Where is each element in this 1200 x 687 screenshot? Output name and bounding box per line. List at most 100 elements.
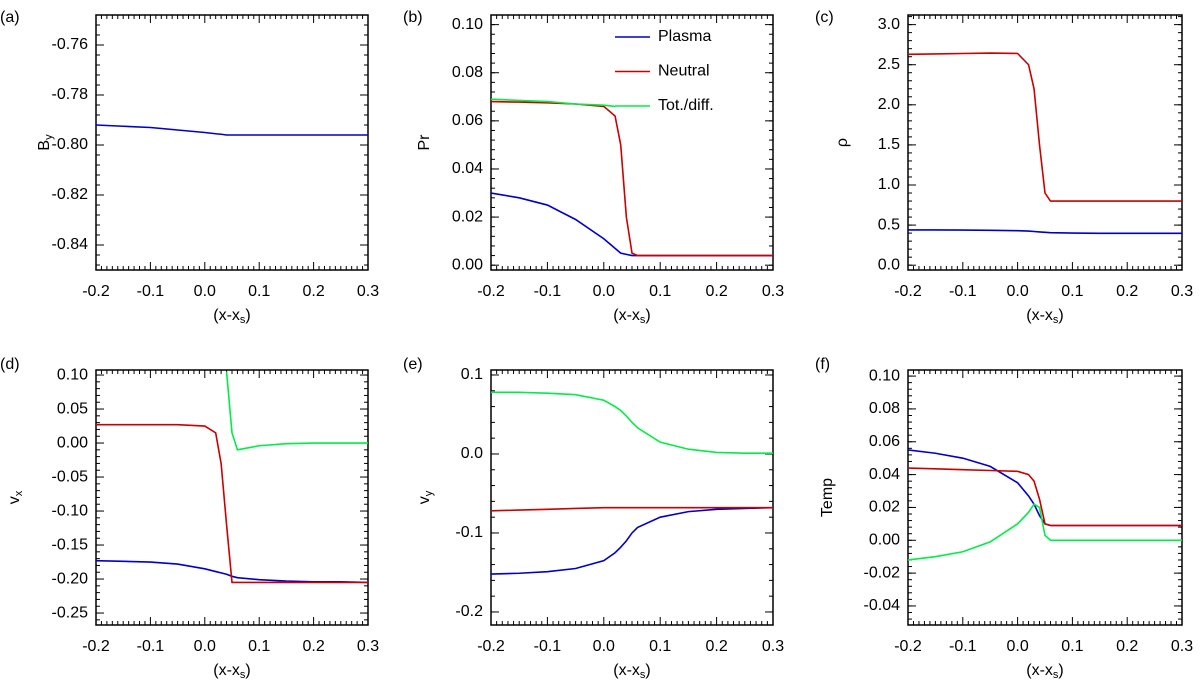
x-tick-label: 0.3 (1171, 283, 1193, 300)
x-tick-label: -0.1 (534, 283, 562, 300)
x-axis-label-main: (x-x (613, 662, 640, 679)
plot-frame (490, 369, 774, 626)
legend-label: Neutral (658, 63, 710, 80)
y-tick-label: -0.20 (52, 570, 89, 587)
x-axis-label-sub: s (640, 669, 646, 681)
x-axis-label: (x-xs) (613, 307, 650, 326)
x-tick-label: -0.1 (137, 638, 165, 655)
x-tick-label: 0.3 (1171, 638, 1193, 655)
series-line (491, 506, 773, 512)
y-tick-label: -0.15 (52, 536, 89, 553)
y-axis-label-sub: y (43, 134, 55, 140)
x-axis-label-sub: s (240, 669, 246, 681)
y-tick-label: -0.84 (52, 236, 89, 253)
x-tick-label: -0.2 (894, 638, 922, 655)
x-axis-label-end: ) (645, 307, 650, 324)
x-tick-label: 0.1 (1061, 283, 1083, 300)
y-tick-label: 0.0 (461, 445, 483, 462)
y-tick-label: 0.02 (869, 499, 900, 516)
plot-frame (95, 14, 369, 271)
series-line (908, 467, 1182, 527)
x-axis-label-main: (x-x (1026, 307, 1053, 324)
panel-label: (e) (403, 356, 423, 373)
panel-label: (a) (0, 9, 20, 26)
x-axis-label-sub: s (1053, 669, 1059, 681)
series-line (908, 52, 1182, 202)
x-axis-label-main: (x-x (213, 662, 240, 679)
y-tick-label: 0.08 (869, 400, 900, 417)
y-tick-label: 1.0 (878, 176, 900, 193)
series-line (491, 100, 773, 257)
x-axis-label-sub: s (240, 314, 246, 326)
y-tick-label: 0.10 (452, 16, 483, 33)
x-tick-label: -0.1 (949, 638, 977, 655)
x-tick-label: 0.2 (302, 638, 324, 655)
x-tick-label: 0.0 (194, 638, 216, 655)
series-line (908, 503, 1182, 561)
y-axis-label: vy (416, 490, 435, 504)
plot-frame (490, 14, 774, 271)
x-tick-label: 0.0 (1006, 638, 1028, 655)
series-line (908, 449, 1182, 527)
legend-label: Tot./diff. (658, 97, 714, 114)
x-tick-label: -0.1 (534, 638, 562, 655)
y-tick-label: 0.02 (452, 208, 483, 225)
x-tick-label: -0.2 (477, 283, 505, 300)
series-line (491, 98, 616, 108)
panel-label: (f) (815, 356, 830, 373)
y-tick-label: -0.05 (52, 468, 89, 485)
y-axis-label: By (36, 134, 55, 151)
y-tick-label: 0.0 (878, 256, 900, 273)
series-line (225, 371, 368, 451)
x-tick-label: -0.2 (894, 283, 922, 300)
legend-label: Plasma (658, 28, 711, 45)
y-tick-label: -0.02 (864, 564, 901, 581)
x-axis-label: (x-xs) (613, 662, 650, 681)
panel-label: (d) (0, 356, 20, 373)
x-tick-label: 0.1 (248, 283, 270, 300)
y-tick-label: -0.04 (864, 597, 901, 614)
x-axis-label-end: ) (645, 662, 650, 679)
y-axis-label-main: v (416, 496, 433, 504)
x-tick-label: 0.2 (705, 638, 727, 655)
y-axis-label-main: Pr (416, 134, 433, 151)
y-tick-label: -0.76 (52, 36, 89, 53)
x-tick-label: 0.1 (1061, 638, 1083, 655)
x-axis-label-main: (x-x (613, 307, 640, 324)
y-axis-label-main: v (6, 496, 23, 504)
x-axis-label: (x-xs) (1026, 662, 1063, 681)
x-tick-label: 0.1 (248, 638, 270, 655)
y-tick-label: 0.00 (452, 256, 483, 273)
x-axis-label-end: ) (1058, 307, 1063, 324)
y-axis-label-main: B (36, 140, 53, 151)
y-axis-label-sub: y (423, 490, 435, 496)
panel-label: (c) (815, 9, 834, 26)
y-tick-label: -0.1 (455, 524, 483, 541)
x-tick-label: 0.3 (762, 283, 784, 300)
x-axis-label-end: ) (1058, 662, 1063, 679)
panel-label: (b) (403, 9, 423, 26)
y-tick-label: 2.5 (878, 56, 900, 73)
x-tick-label: 0.3 (357, 283, 379, 300)
x-tick-label: -0.1 (949, 283, 977, 300)
y-tick-label: 0.1 (461, 366, 483, 383)
x-tick-label: 0.0 (593, 283, 615, 300)
x-tick-label: 0.2 (705, 283, 727, 300)
y-tick-label: 0.00 (57, 434, 88, 451)
plot-frame (907, 369, 1183, 626)
y-tick-label: 2.0 (878, 96, 900, 113)
x-axis-label: (x-xs) (1026, 307, 1063, 326)
y-tick-label: -0.80 (52, 136, 89, 153)
x-tick-label: 0.1 (649, 283, 671, 300)
y-axis-label: vx (6, 490, 25, 504)
y-axis-label: ρ (834, 138, 851, 147)
y-tick-label: 0.04 (869, 466, 900, 483)
y-tick-label: 0.00 (869, 531, 900, 548)
series-line (491, 192, 773, 257)
x-tick-label: -0.2 (82, 283, 110, 300)
x-axis-label-sub: s (1053, 314, 1059, 326)
x-tick-label: 0.3 (762, 638, 784, 655)
x-axis-label-end: ) (245, 307, 250, 324)
x-tick-label: 0.2 (1116, 283, 1138, 300)
y-axis-label: Temp (819, 478, 836, 517)
